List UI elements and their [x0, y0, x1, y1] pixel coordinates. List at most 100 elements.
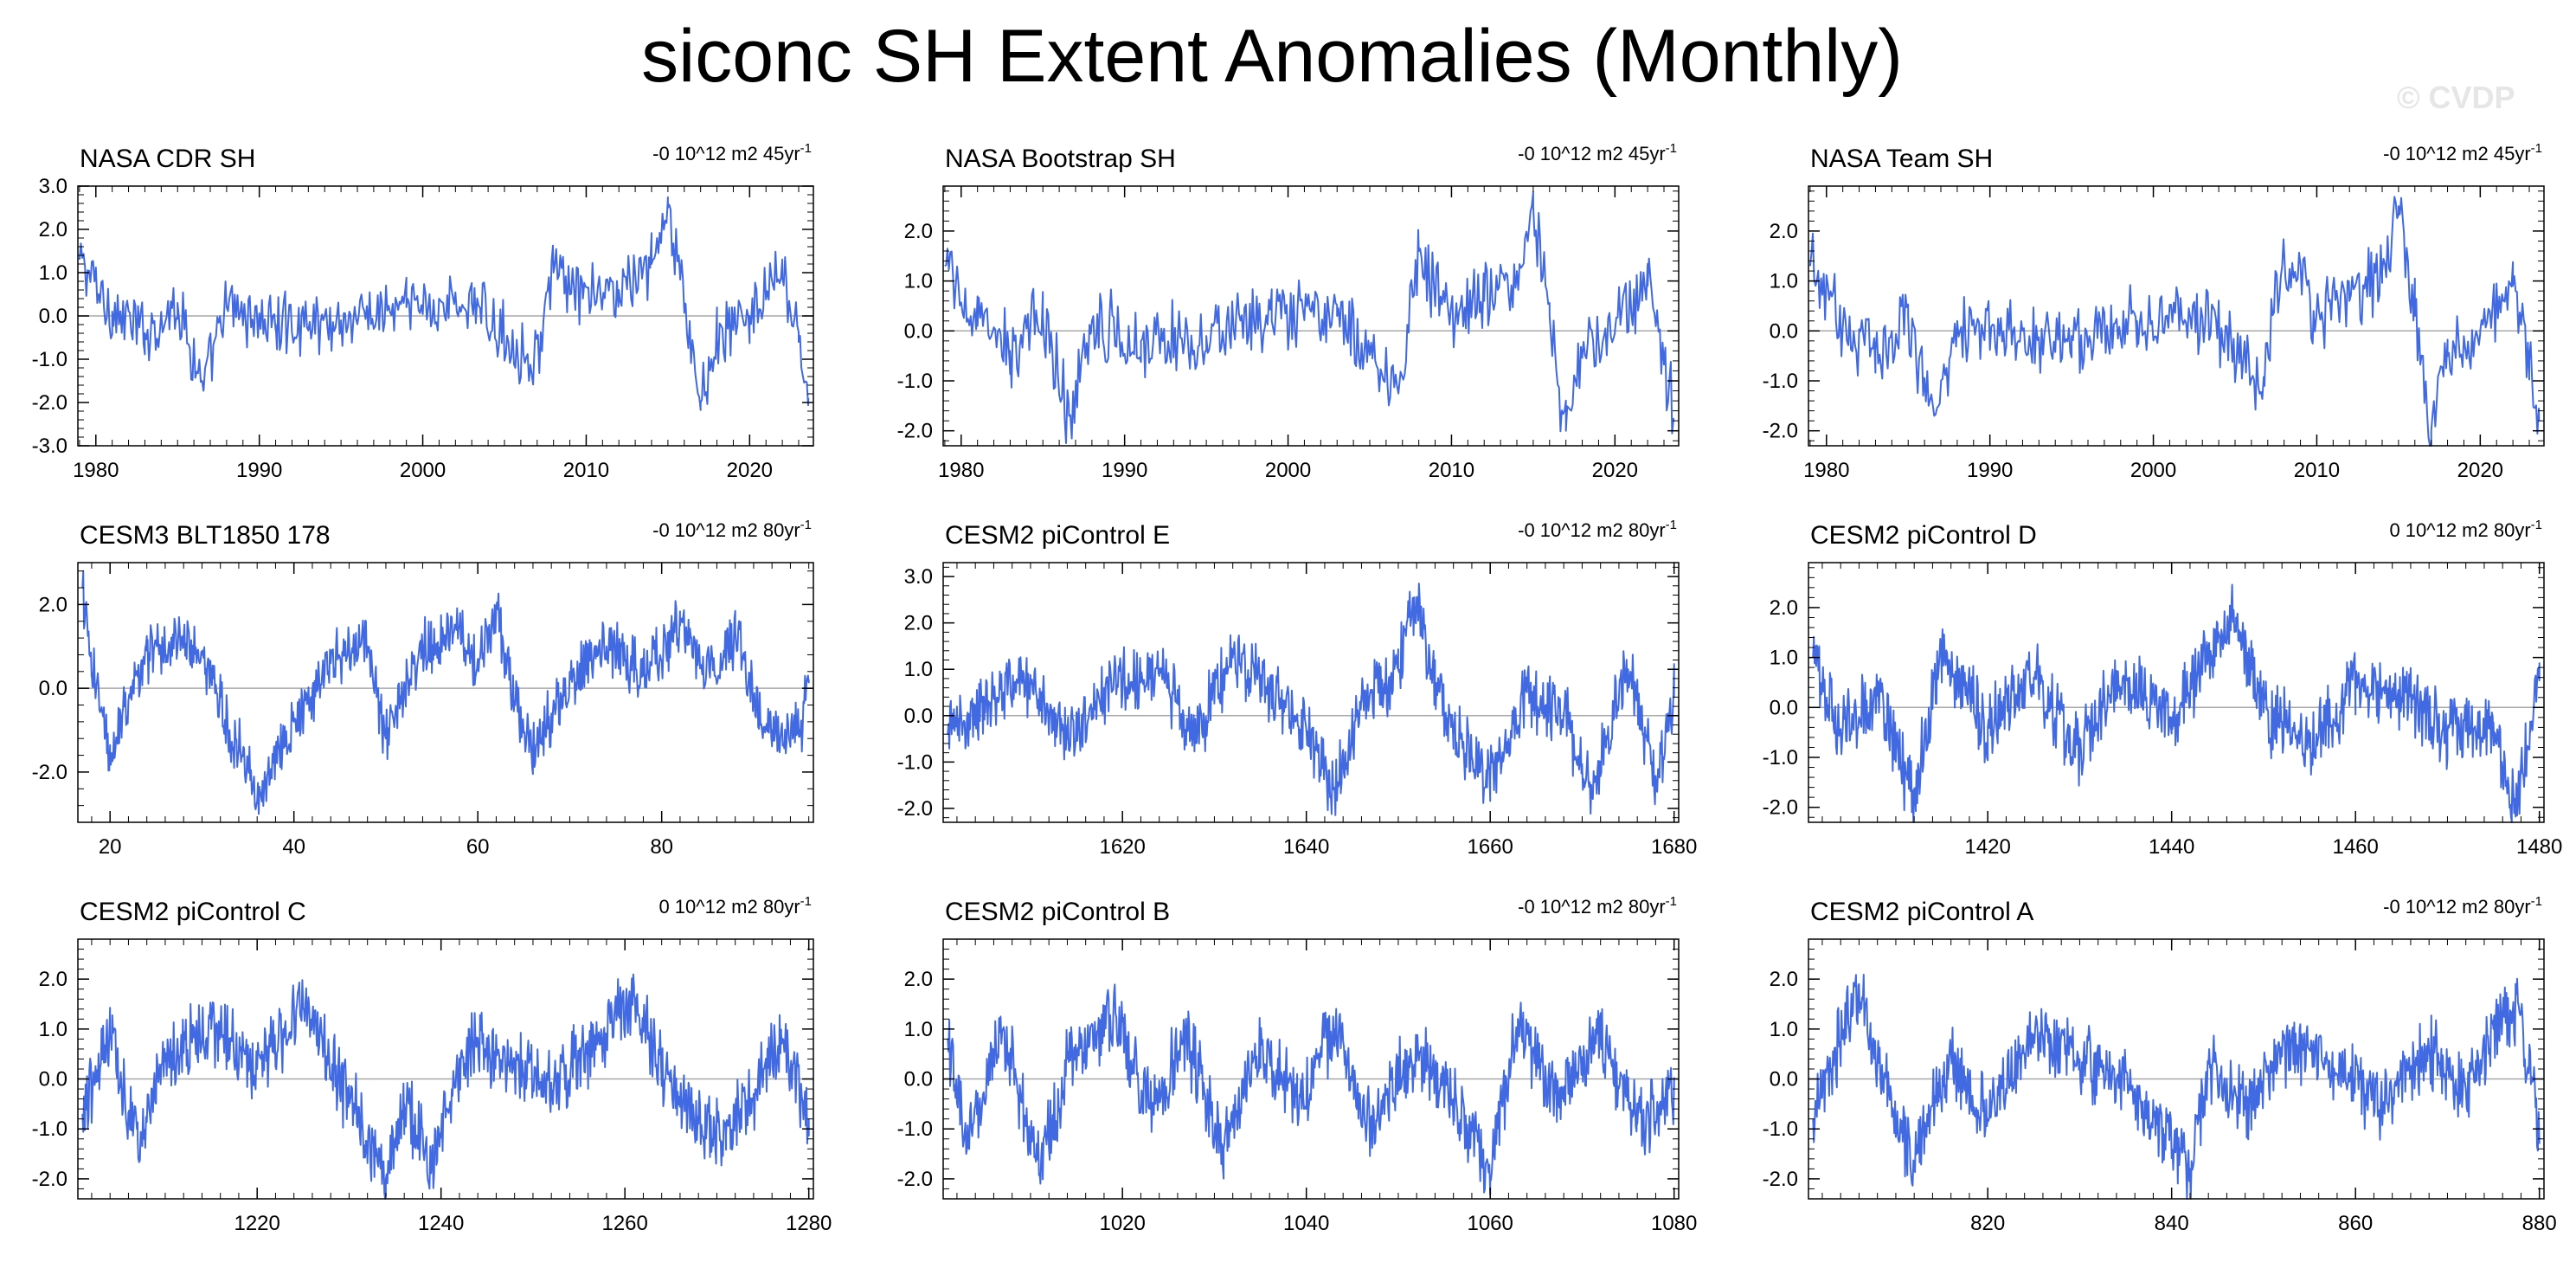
series-line — [947, 583, 1675, 816]
panel-trend-label: -0 10^12 m2 45yr-1 — [2383, 141, 2542, 164]
chart-panel: CESM3 BLT1850 178 -0 10^12 m2 80yr-1 -2.0 0… — [32, 518, 814, 859]
y-tick-label: 0.0 — [39, 305, 67, 328]
y-tick-label: 2.0 — [1770, 596, 1798, 620]
x-tick-label: 1080 — [1651, 1212, 1697, 1235]
panel-title: CESM2 piControl D — [1810, 521, 2037, 550]
chart-panel: NASA Team SH -0 10^12 m2 45yr-1 -2.0 -1.0 0.… — [1763, 141, 2545, 482]
y-tick-label: -2.0 — [1763, 420, 1798, 443]
x-tick-label: 2000 — [400, 459, 446, 482]
chart-panel: CESM2 piControl A -0 10^12 m2 80yr-1 -2.0 -… — [1763, 894, 2557, 1235]
panel-trend-label: -0 10^12 m2 80yr-1 — [1518, 894, 1677, 918]
x-tick-label: 80 — [650, 835, 673, 859]
y-tick-label: 0.0 — [904, 705, 933, 728]
x-tick-label: 1680 — [1651, 835, 1697, 859]
x-tick-label: 1020 — [1099, 1212, 1145, 1235]
x-tick-label: 1060 — [1467, 1212, 1513, 1235]
y-tick-label: -2.0 — [1763, 1168, 1798, 1191]
chart-panel: CESM2 piControl C 0 10^12 m2 80yr-1 -2.0 -1… — [32, 894, 832, 1235]
panel-title: CESM2 piControl B — [945, 898, 1170, 926]
y-tick-label: 2.0 — [1770, 968, 1798, 991]
panel-trend-label: -0 10^12 m2 80yr-1 — [1518, 518, 1677, 541]
y-tick-label: -3.0 — [32, 435, 67, 458]
y-tick-label: 1.0 — [904, 658, 933, 681]
series-line — [1812, 583, 2541, 823]
y-tick-label: 2.0 — [39, 593, 67, 616]
chart-panel: CESM2 piControl D 0 10^12 m2 80yr-1 -2.0 -1… — [1763, 518, 2563, 859]
panel-title: NASA Team SH — [1810, 145, 1993, 173]
chart-panel: NASA CDR SH -0 10^12 m2 45yr-1 -3.0 -2.0 -1.… — [32, 141, 814, 482]
chart-panel: CESM2 piControl E -0 10^12 m2 80yr-1 -2.0 -… — [897, 518, 1698, 859]
y-tick-label: 2.0 — [39, 968, 67, 991]
y-tick-label: 2.0 — [904, 968, 933, 991]
plot-frame — [77, 562, 814, 823]
x-tick-label: 1640 — [1283, 835, 1329, 859]
x-tick-label: 1990 — [236, 459, 282, 482]
y-tick-label: 1.0 — [39, 261, 67, 285]
series-line — [944, 190, 1675, 444]
panel-trend-label: 0 10^12 m2 80yr-1 — [2389, 518, 2542, 541]
x-tick-label: 1240 — [418, 1212, 464, 1235]
series-line — [81, 973, 810, 1200]
y-tick-label: 1.0 — [904, 270, 933, 293]
y-tick-label: -1.0 — [1763, 370, 1798, 393]
x-tick-label: 1990 — [1102, 459, 1147, 482]
plot-frame — [1808, 185, 2545, 447]
y-tick-label: 3.0 — [39, 175, 67, 198]
plot-frame — [942, 562, 1680, 823]
y-tick-label: 1.0 — [904, 1018, 933, 1041]
panel-trend-label: -0 10^12 m2 45yr-1 — [652, 141, 812, 164]
x-tick-label: 2020 — [1592, 459, 1638, 482]
y-tick-label: 0.0 — [904, 1068, 933, 1091]
x-tick-label: 1440 — [2149, 835, 2194, 859]
series-line — [81, 570, 810, 815]
panel-title: NASA Bootstrap SH — [945, 145, 1176, 173]
x-tick-label: 1660 — [1467, 835, 1513, 859]
y-tick-label: -1.0 — [897, 1117, 933, 1141]
cvdp-watermark: © CVDP — [2397, 80, 2515, 115]
x-tick-label: 2020 — [2457, 459, 2503, 482]
y-tick-label: -1.0 — [897, 750, 933, 774]
plot-frame — [942, 185, 1680, 447]
x-tick-label: 2010 — [2294, 459, 2340, 482]
x-tick-label: 1220 — [234, 1212, 279, 1235]
x-tick-label: 2010 — [563, 459, 609, 482]
x-tick-label: 60 — [466, 835, 490, 859]
y-tick-label: 1.0 — [1770, 270, 1798, 293]
y-tick-label: -2.0 — [32, 761, 67, 784]
x-tick-label: 1260 — [601, 1212, 647, 1235]
y-tick-label: -2.0 — [897, 420, 933, 443]
x-tick-label: 1620 — [1099, 835, 1145, 859]
y-tick-label: -2.0 — [897, 1168, 933, 1191]
y-tick-label: -1.0 — [897, 370, 933, 393]
y-tick-label: 0.0 — [1770, 319, 1798, 343]
x-tick-label: 860 — [2338, 1212, 2373, 1235]
series-line — [1808, 196, 2541, 447]
series-line — [947, 983, 1675, 1195]
chart-panel: CESM2 piControl B -0 10^12 m2 80yr-1 -2.0 -… — [897, 894, 1698, 1235]
y-tick-label: 0.0 — [39, 677, 67, 700]
x-tick-label: 2020 — [727, 459, 773, 482]
y-tick-label: 3.0 — [904, 565, 933, 589]
chart-panel: NASA Bootstrap SH -0 10^12 m2 45yr-1 -2.0 -… — [897, 141, 1680, 482]
x-tick-label: 1980 — [73, 459, 119, 482]
y-tick-label: 0.0 — [904, 319, 933, 343]
y-tick-label: 2.0 — [39, 218, 67, 241]
x-tick-label: 1420 — [1964, 835, 2010, 859]
x-tick-label: 840 — [2155, 1212, 2189, 1235]
y-tick-label: 1.0 — [39, 1018, 67, 1041]
y-tick-label: -2.0 — [32, 391, 67, 415]
x-tick-label: 880 — [2522, 1212, 2557, 1235]
y-tick-label: -1.0 — [32, 1117, 67, 1141]
panel-trend-label: -0 10^12 m2 80yr-1 — [652, 518, 812, 541]
y-tick-label: 0.0 — [1770, 696, 1798, 719]
y-tick-label: -1.0 — [1763, 746, 1798, 770]
x-tick-label: 1460 — [2332, 835, 2378, 859]
plot-frame — [1808, 562, 2545, 823]
panel-trend-label: -0 10^12 m2 45yr-1 — [1518, 141, 1677, 164]
y-tick-label: -2.0 — [32, 1168, 67, 1191]
y-tick-label: 1.0 — [1770, 1018, 1798, 1041]
x-tick-label: 1980 — [1803, 459, 1849, 482]
y-tick-label: -1.0 — [1763, 1117, 1798, 1141]
y-tick-label: 0.0 — [1770, 1068, 1798, 1091]
